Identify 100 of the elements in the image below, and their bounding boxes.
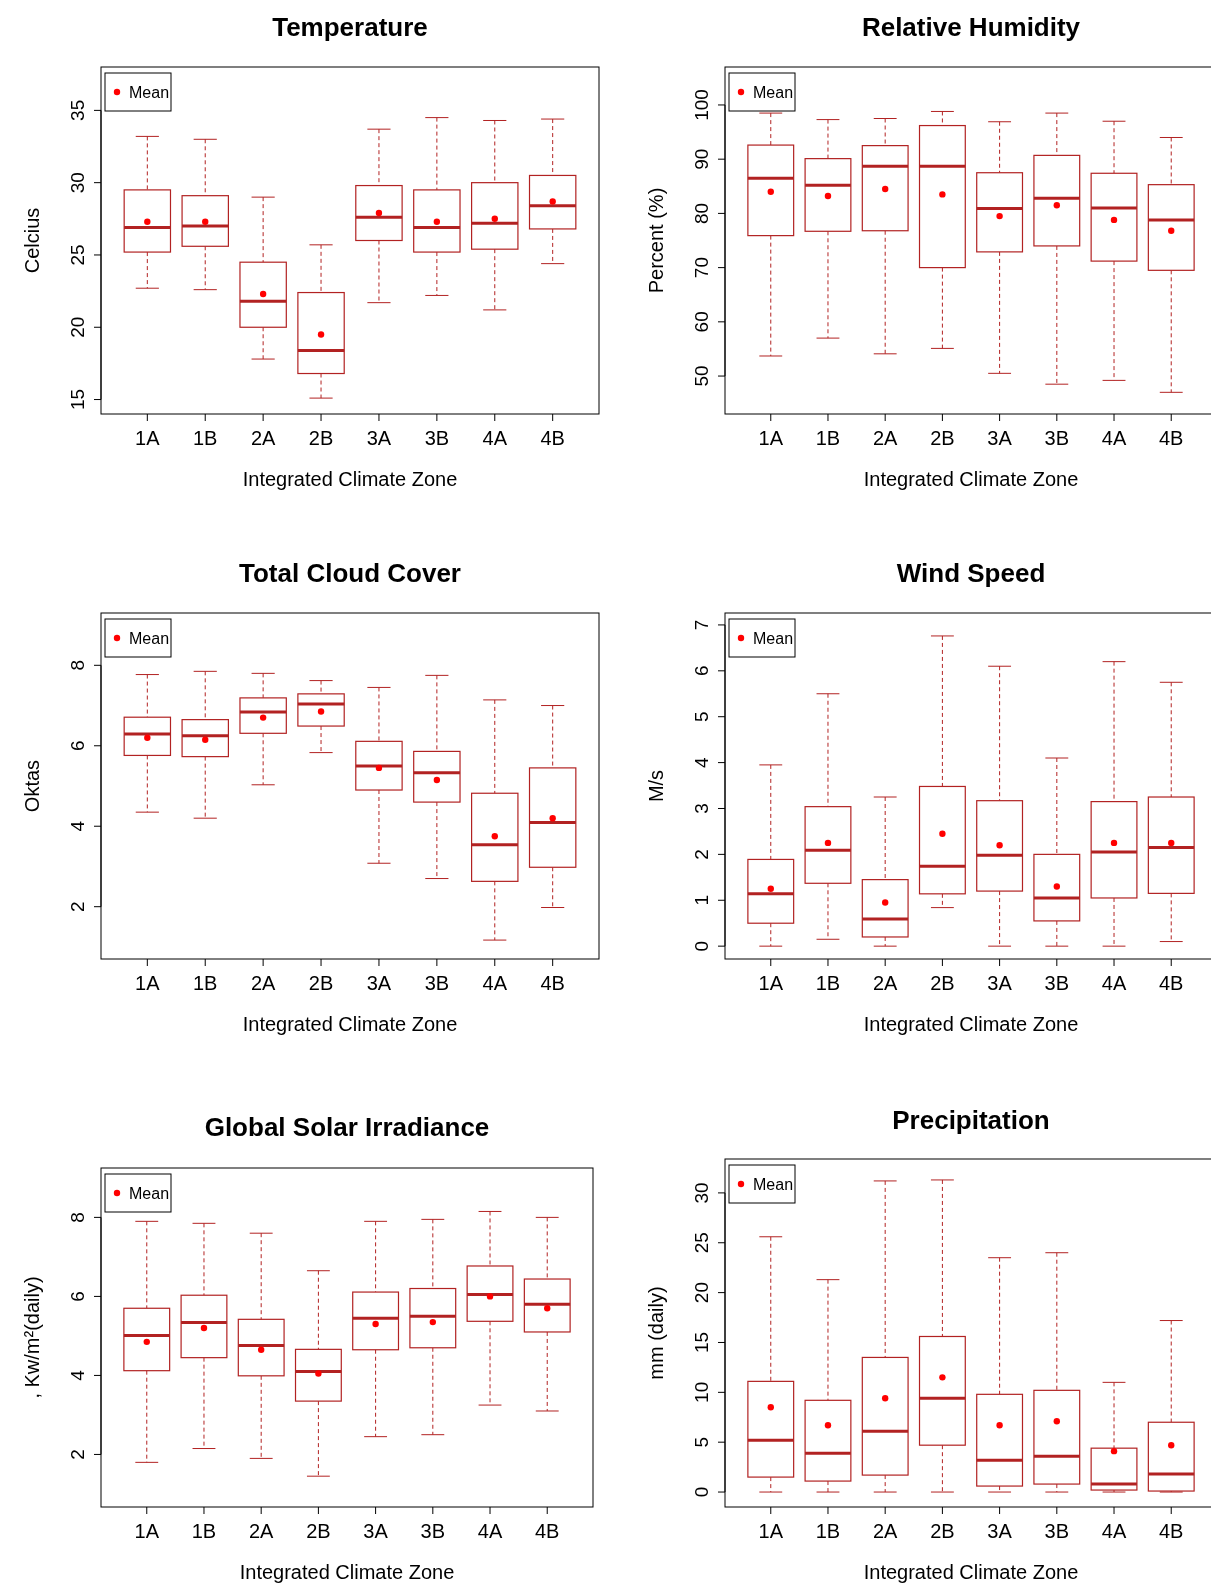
chart-title: Wind Speed xyxy=(896,558,1046,588)
point xyxy=(317,708,325,715)
y-tick-label: 20 xyxy=(691,1282,713,1304)
x-tick-label: 4B xyxy=(1159,1520,1184,1542)
point xyxy=(1168,227,1175,234)
legend-label: Mean xyxy=(753,630,794,647)
point xyxy=(996,842,1003,849)
point xyxy=(143,1338,150,1346)
x-tick-label: 4B xyxy=(1159,427,1184,449)
x-tick-label: 2A xyxy=(250,972,277,994)
point xyxy=(881,185,889,193)
chart-title: Total Cloud Cover xyxy=(239,558,461,588)
x-tick-label: 3B xyxy=(420,1520,446,1542)
point xyxy=(1110,1447,1118,1455)
point xyxy=(375,209,383,217)
y-tick-label: 6 xyxy=(67,740,89,752)
x-tick-label: 1A xyxy=(135,427,161,449)
x-tick-label: 3A xyxy=(363,1520,389,1542)
y-tick-label: 4 xyxy=(691,756,713,768)
x-axis-title: Integrated Climate Zone xyxy=(863,1561,1079,1583)
y-tick-label: 6 xyxy=(67,1291,89,1302)
x-tick-label: 4B xyxy=(540,427,565,449)
x-tick-label: 2A xyxy=(250,427,277,449)
x-tick-label: 2B xyxy=(308,972,334,994)
point xyxy=(996,212,1003,220)
point xyxy=(259,290,267,298)
y-tick-label: 3 xyxy=(691,803,713,814)
y-tick-label: 35 xyxy=(67,99,89,121)
point xyxy=(881,899,889,906)
x-tick-label: 3B xyxy=(424,427,450,449)
point xyxy=(200,1324,208,1332)
x-tick-label: 1A xyxy=(134,1520,160,1542)
x-tick-label: 2B xyxy=(930,1520,955,1542)
y-tick-label: 4 xyxy=(67,820,89,832)
y-tick-label: 50 xyxy=(691,365,713,387)
x-tick-label: 2A xyxy=(872,1520,899,1542)
y-tick-label: 6 xyxy=(691,665,713,677)
y-tick-label: 2 xyxy=(67,1449,89,1460)
y-tick-label: 80 xyxy=(691,202,713,224)
point xyxy=(939,1374,946,1381)
point xyxy=(202,218,209,225)
y-tick-label: 2 xyxy=(691,849,713,860)
point xyxy=(491,833,498,840)
y-axis-title: , Kw/m²(daily) xyxy=(21,1276,43,1399)
point xyxy=(824,839,832,847)
x-axis-title: Integrated Climate Zone xyxy=(242,468,458,490)
point xyxy=(1110,216,1118,224)
y-tick-label: 15 xyxy=(67,388,89,411)
x-tick-label: 1B xyxy=(815,427,841,449)
x-tick-label: 2B xyxy=(930,427,955,449)
y-tick-label: 8 xyxy=(67,660,89,671)
y-tick-label: 7 xyxy=(691,619,713,631)
x-tick-label: 1A xyxy=(758,427,784,449)
x-tick-label: 1B xyxy=(191,1520,217,1542)
y-tick-label: 8 xyxy=(67,1212,89,1223)
y-tick-label: 90 xyxy=(691,148,713,170)
y-tick-label: 4 xyxy=(67,1369,89,1381)
y-tick-label: 0 xyxy=(691,940,713,952)
x-tick-label: 3A xyxy=(366,427,392,449)
y-tick-label: 1 xyxy=(691,894,713,906)
chart-title: Precipitation xyxy=(892,1105,1050,1135)
x-tick-label: 3A xyxy=(366,972,392,994)
point xyxy=(1053,883,1061,890)
x-axis-title: Integrated Climate Zone xyxy=(863,1013,1079,1035)
point xyxy=(544,1305,551,1312)
x-tick-label: 1B xyxy=(193,972,218,994)
x-tick-label: 1A xyxy=(135,972,161,994)
y-tick-label: 70 xyxy=(691,257,713,279)
x-tick-label: 2B xyxy=(308,427,334,449)
x-tick-label: 4B xyxy=(540,972,565,994)
x-tick-label: 2A xyxy=(872,427,899,449)
x-tick-label: 4A xyxy=(1101,1520,1127,1542)
point xyxy=(1110,839,1118,847)
point xyxy=(486,1293,494,1300)
legend-label: Mean xyxy=(129,630,170,647)
point xyxy=(144,734,151,741)
point xyxy=(767,885,774,892)
y-tick-label: 25 xyxy=(67,244,89,266)
y-tick-label: 25 xyxy=(691,1232,713,1254)
point xyxy=(144,218,151,225)
x-tick-label: 3A xyxy=(987,427,1013,449)
point xyxy=(939,830,946,837)
legend-label: Mean xyxy=(753,1176,794,1193)
y-tick-label: 2 xyxy=(67,901,89,912)
point xyxy=(549,198,556,205)
y-axis-title: mm (daily) xyxy=(645,1286,667,1380)
x-tick-label: 3A xyxy=(987,1520,1013,1542)
point xyxy=(317,331,325,338)
x-tick-label: 1B xyxy=(193,427,218,449)
point xyxy=(372,1320,379,1328)
chart-title: Relative Humidity xyxy=(861,12,1081,42)
point xyxy=(491,215,498,223)
y-tick-label: 20 xyxy=(67,316,89,338)
x-tick-label: 2A xyxy=(248,1520,275,1542)
chart-title: Temperature xyxy=(272,12,428,42)
point xyxy=(824,192,832,200)
point xyxy=(1053,202,1061,209)
x-axis-title: Integrated Climate Zone xyxy=(239,1561,455,1583)
point xyxy=(259,714,267,721)
point xyxy=(767,188,774,195)
